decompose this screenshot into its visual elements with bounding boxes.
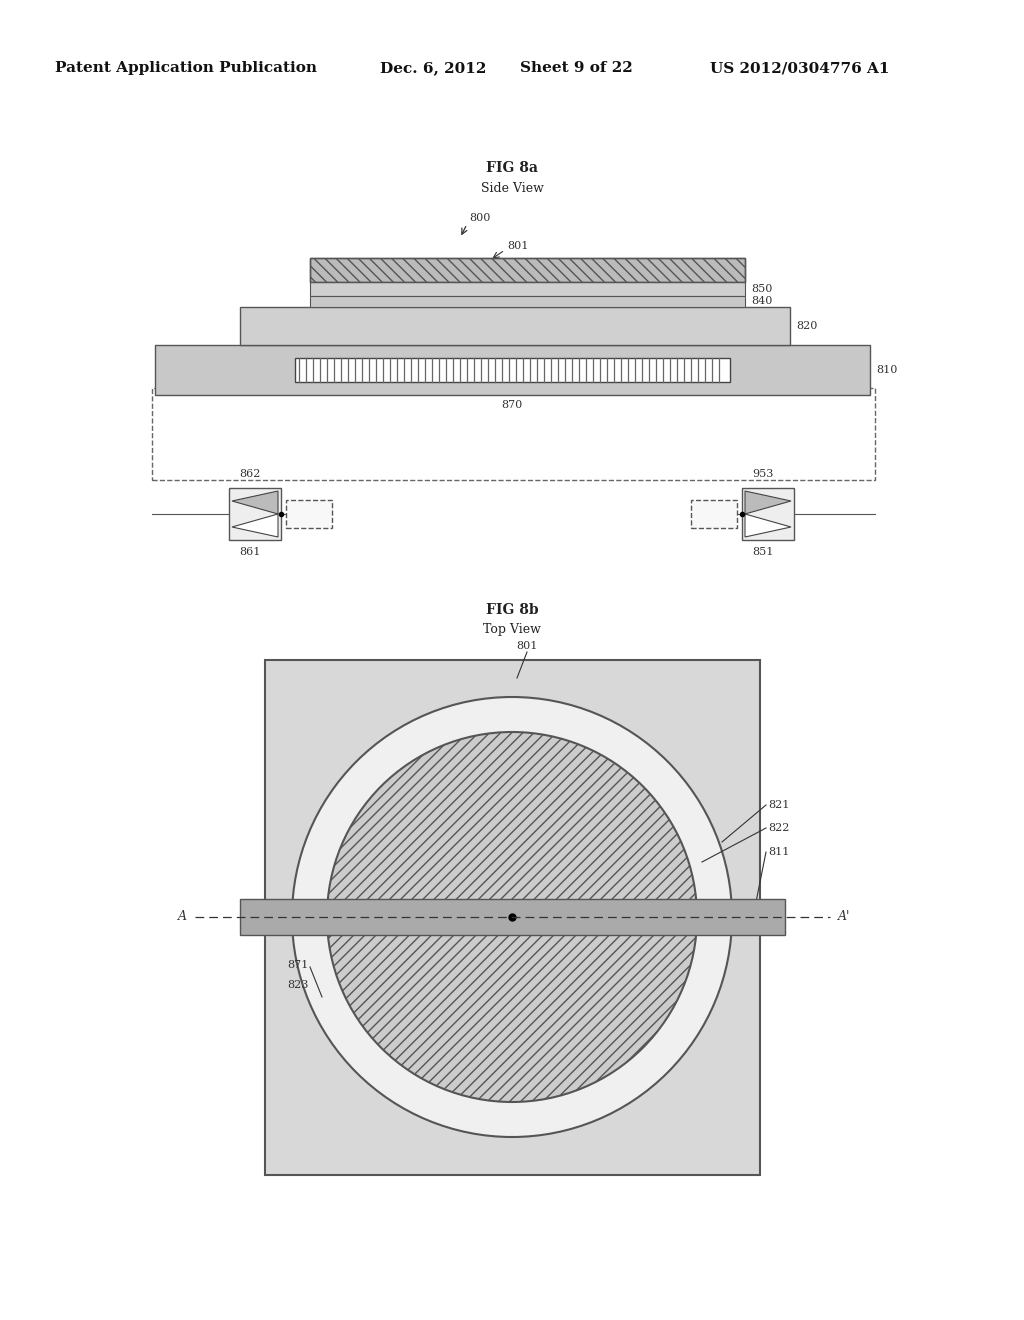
Bar (742, 488, 794, 540)
Bar (240, 308, 790, 345)
Bar (310, 282, 745, 296)
Bar (240, 899, 785, 935)
Bar (310, 282, 745, 296)
Text: 953: 953 (753, 469, 774, 479)
Text: US 2012/0304776 A1: US 2012/0304776 A1 (710, 61, 890, 75)
Text: 851: 851 (753, 546, 774, 557)
Text: 820: 820 (796, 321, 817, 331)
Bar (295, 358, 730, 381)
Bar (155, 345, 870, 395)
Text: A': A' (838, 911, 850, 924)
Circle shape (292, 697, 732, 1137)
Text: 823: 823 (287, 979, 308, 990)
Text: 860: 860 (298, 510, 319, 519)
Text: 840: 840 (751, 296, 772, 306)
Bar (240, 899, 785, 935)
Bar (310, 257, 745, 282)
Text: Patent Application Publication: Patent Application Publication (55, 61, 317, 75)
Text: 801: 801 (507, 242, 528, 251)
Bar (229, 488, 281, 540)
Circle shape (327, 733, 697, 1102)
Text: 850: 850 (751, 284, 772, 294)
Bar (265, 660, 760, 1175)
Text: 801: 801 (516, 642, 538, 651)
Text: 870: 870 (502, 400, 522, 411)
Text: A: A (178, 911, 187, 924)
Bar (310, 257, 745, 282)
Text: 821: 821 (768, 800, 790, 810)
Polygon shape (745, 491, 791, 513)
Polygon shape (232, 491, 278, 513)
Bar (286, 500, 332, 528)
Text: 822: 822 (768, 822, 790, 833)
Text: Top View: Top View (483, 623, 541, 636)
Polygon shape (745, 513, 791, 537)
Text: Side View: Side View (480, 181, 544, 194)
Text: FIG 8a: FIG 8a (486, 161, 538, 176)
Text: 850: 850 (703, 510, 725, 519)
Polygon shape (232, 513, 278, 537)
Bar (152, 388, 874, 480)
Text: 871: 871 (287, 960, 308, 970)
Text: 811: 811 (768, 847, 790, 857)
Text: FIG 8b: FIG 8b (485, 603, 539, 616)
Text: 862: 862 (240, 469, 261, 479)
Text: 861: 861 (240, 546, 261, 557)
Text: Dec. 6, 2012: Dec. 6, 2012 (380, 61, 486, 75)
Bar (155, 345, 870, 395)
Text: 810: 810 (876, 366, 897, 375)
Bar (691, 500, 737, 528)
Text: Sheet 9 of 22: Sheet 9 of 22 (520, 61, 633, 75)
Bar (310, 296, 745, 308)
Bar (240, 308, 790, 345)
Text: 800: 800 (469, 213, 490, 223)
